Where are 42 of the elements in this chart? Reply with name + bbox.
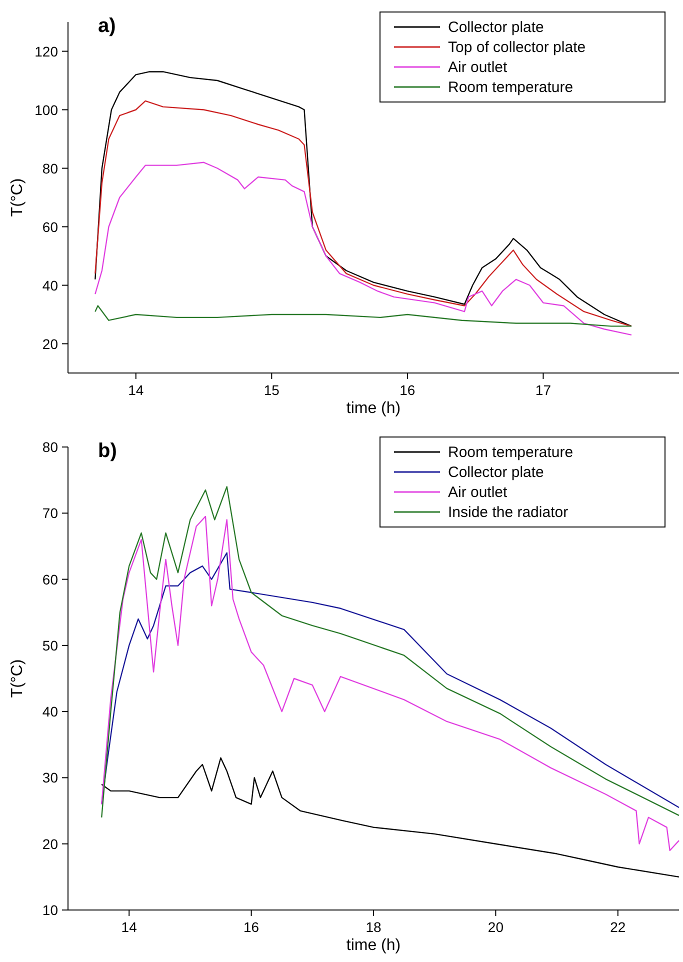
legend-label: Collector plate [448, 19, 544, 36]
x-axis-title: time (h) [346, 400, 401, 417]
legend-label: Inside the radiator [448, 504, 568, 521]
line-series [101, 757, 680, 878]
y-tick-label: 80 [42, 439, 58, 455]
y-tick-label: 20 [42, 836, 58, 852]
chart-title: a) [98, 15, 116, 37]
x-tick-label: 14 [128, 382, 144, 398]
legend-label: Air outlet [448, 59, 508, 76]
legend-label: Room temperature [448, 444, 574, 461]
y-tick-label: 30 [42, 770, 58, 786]
y-tick-label: 60 [42, 218, 58, 235]
y-tick-label: 120 [34, 43, 58, 60]
line-series [94, 162, 632, 336]
x-tick-label: 22 [610, 919, 626, 935]
x-tick-label: 20 [488, 919, 504, 935]
y-axis-title: T(°C) [9, 178, 26, 217]
legend-label: Room temperature [448, 79, 574, 96]
y-tick-label: 50 [42, 637, 58, 654]
line-series [101, 516, 680, 852]
legend-label: Top of collector plate [448, 39, 586, 56]
y-tick-label: 100 [34, 102, 58, 118]
y-tick-label: 20 [42, 336, 58, 352]
x-tick-label: 16 [244, 919, 260, 935]
legend-label: Air outlet [448, 484, 508, 501]
x-tick-label: 18 [366, 919, 382, 935]
x-tick-label: 14 [121, 919, 138, 935]
y-tick-label: 10 [42, 902, 58, 918]
x-tick-label: 17 [535, 382, 552, 398]
y-axis-title: T(°C) [9, 659, 26, 698]
x-tick-label: 15 [264, 382, 280, 398]
x-axis-title: time (h) [346, 937, 401, 954]
x-tick-label: 16 [400, 382, 416, 398]
y-tick-label: 60 [42, 571, 58, 588]
line-series [94, 305, 632, 327]
y-tick-label: 40 [42, 277, 58, 294]
y-tick-label: 80 [42, 160, 58, 176]
legend-label: Collector plate [448, 464, 544, 481]
chart-title: b) [98, 440, 117, 462]
y-tick-label: 70 [42, 505, 58, 522]
line-series [101, 486, 680, 818]
y-tick-label: 40 [42, 704, 58, 720]
